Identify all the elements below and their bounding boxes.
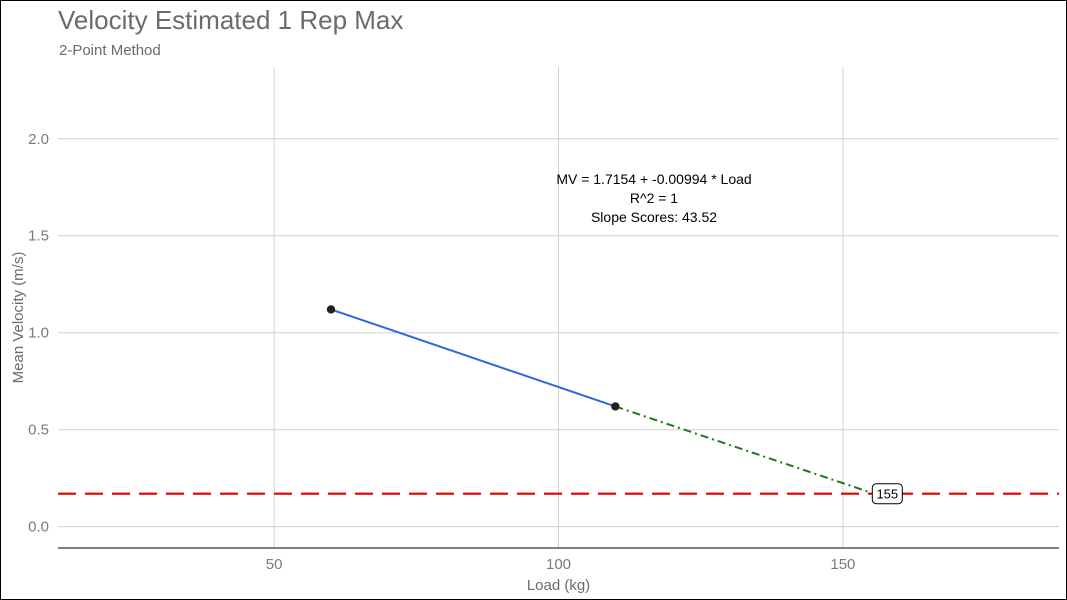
data-point	[326, 305, 336, 314]
y-tick-label: 1.0	[28, 325, 49, 342]
fit-line	[330, 308, 616, 408]
estimate-label-text: 155	[876, 487, 898, 502]
y-tick-label: 2.0	[28, 131, 49, 148]
x-tick-label: 150	[830, 556, 855, 573]
chart-subtitle: 2-Point Method	[59, 42, 161, 59]
equation-annotation-line: R^2 = 1	[630, 190, 678, 206]
x-axis-title: Load (kg)	[527, 577, 590, 594]
y-tick-label: 0.0	[28, 519, 49, 536]
extrapolation-line	[615, 405, 872, 494]
y-tick-label: 1.5	[28, 228, 49, 245]
data-point	[611, 402, 620, 411]
estimate-label: 155	[871, 483, 903, 505]
equation-annotation-line: Slope Scores: 43.52	[591, 209, 717, 225]
estimate-label-box	[871, 483, 903, 505]
y-tick-label: 0.5	[28, 422, 49, 439]
chart-title: Velocity Estimated 1 Rep Max	[58, 5, 404, 35]
equation-annotation-line: MV = 1.7154 + -0.00994 * Load	[556, 171, 751, 187]
x-tick-label: 50	[266, 556, 283, 573]
y-axis-title: Mean Velocity (m/s)	[10, 252, 27, 384]
x-tick-label: 100	[546, 556, 571, 573]
